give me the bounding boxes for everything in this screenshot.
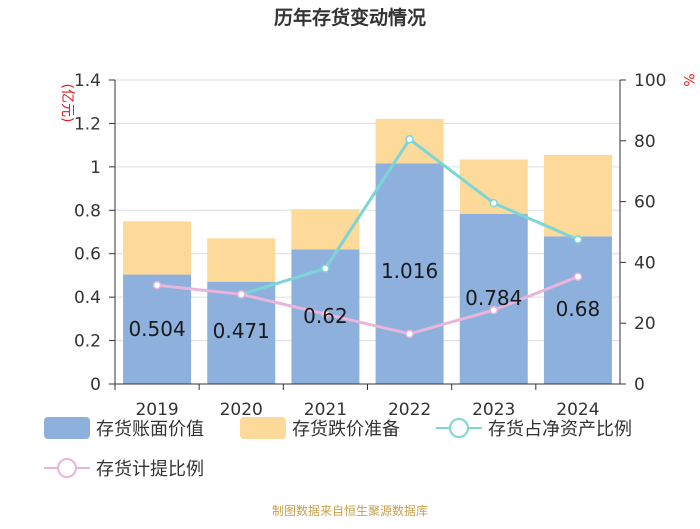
legend-marker bbox=[57, 458, 77, 478]
legend-label: 存货计提比例 bbox=[96, 459, 204, 480]
data-label: 0.68 bbox=[556, 297, 601, 321]
y-left-tick-label: 0.6 bbox=[74, 245, 101, 265]
axes-layer: 0 0.2 0.4 0.6 0.8 1 1.2 1.4 0 20 40 60 80 100 (亿元)% 201… bbox=[59, 71, 696, 420]
line-provision-ratio bbox=[156, 275, 579, 336]
y-left-tick-label: 1.2 bbox=[74, 114, 101, 134]
point-net-asset-ratio bbox=[489, 198, 498, 208]
data-label: 0.504 bbox=[128, 317, 185, 341]
y-left-tick-label: 0 bbox=[90, 375, 101, 395]
labels-layer: 0.504 0.471 0.62 1.016 0.784 0.68 bbox=[128, 259, 600, 343]
point-net-asset-ratio bbox=[405, 135, 414, 144]
y-left-tick-label: 1.4 bbox=[74, 71, 101, 91]
grid-layer bbox=[115, 79, 620, 342]
y-right-tick-label: 100 bbox=[634, 71, 666, 91]
bar-impairment-reserve bbox=[123, 221, 192, 275]
legend-label: 存货跌价准备 bbox=[292, 419, 400, 440]
legend-marker bbox=[449, 418, 469, 438]
bar-book-value bbox=[375, 163, 444, 384]
y-left-tick-label: 0.8 bbox=[74, 201, 101, 221]
point-provision-ratio bbox=[237, 290, 246, 299]
legend-item: 存货计提比例 bbox=[44, 458, 204, 480]
y-left-axis-title: (亿元) bbox=[59, 84, 75, 123]
y-left-tick-label: 0.2 bbox=[74, 332, 101, 352]
point-provision-ratio bbox=[405, 329, 414, 339]
point-net-asset-ratio bbox=[321, 264, 330, 273]
y-right-tick-label: 40 bbox=[634, 253, 656, 273]
x-tick-label: 2020 bbox=[220, 400, 263, 420]
point-provision-ratio bbox=[489, 305, 498, 315]
x-tick-label: 2019 bbox=[135, 400, 178, 420]
bar-impairment-reserve bbox=[207, 238, 276, 282]
data-label: 0.471 bbox=[213, 319, 270, 343]
y-right-tick-label: 80 bbox=[634, 132, 656, 152]
data-label: 0.784 bbox=[465, 286, 522, 310]
x-tick-label: 2021 bbox=[304, 400, 347, 420]
legend-item: 存货跌价准备 bbox=[240, 417, 400, 440]
legend-label: 存货占净资产比例 bbox=[488, 419, 632, 440]
bar-book-value bbox=[123, 274, 192, 384]
source-note: 制图数据来自恒生聚源数据库 bbox=[272, 503, 428, 518]
data-label: 1.016 bbox=[381, 259, 438, 283]
data-label: 0.62 bbox=[303, 304, 348, 328]
x-tick-label: 2024 bbox=[556, 400, 599, 420]
bar-impairment-reserve bbox=[291, 209, 360, 250]
point-net-asset-ratio bbox=[573, 235, 583, 244]
chart-title: 历年存货变动情况 bbox=[274, 6, 426, 29]
bars-layer bbox=[123, 118, 612, 384]
point-provision-ratio bbox=[321, 309, 330, 319]
x-tick-label: 2022 bbox=[388, 400, 431, 420]
y-right-tick-label: 0 bbox=[634, 375, 645, 395]
legend-item: 存货账面价值 bbox=[44, 417, 204, 440]
y-left-tick-label: 1 bbox=[90, 158, 101, 178]
bar-book-value bbox=[459, 213, 528, 384]
y-right-tick-label: 20 bbox=[634, 314, 656, 334]
y-right-tick-label: 60 bbox=[634, 193, 656, 213]
bar-book-value bbox=[543, 236, 612, 384]
y-left-tick-label: 0.4 bbox=[74, 288, 101, 308]
legend-swatch bbox=[44, 417, 90, 439]
bar-impairment-reserve bbox=[543, 154, 612, 237]
y-right-axis-title: % bbox=[680, 73, 696, 86]
lines-layer bbox=[152, 135, 583, 339]
point-provision-ratio bbox=[573, 272, 583, 281]
point-provision-ratio bbox=[152, 280, 162, 290]
legend-item: 存货占净资产比例 bbox=[436, 418, 632, 440]
legend-label: 存货账面价值 bbox=[96, 419, 204, 440]
x-tick-label: 2023 bbox=[472, 400, 515, 420]
legend-swatch bbox=[240, 417, 286, 439]
